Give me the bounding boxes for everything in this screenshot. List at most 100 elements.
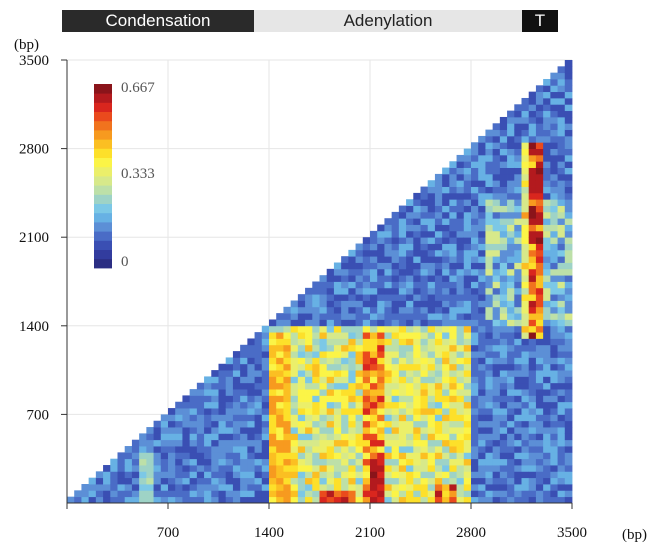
colorbar-segment bbox=[94, 93, 112, 103]
heatmap-cell bbox=[168, 484, 176, 491]
heatmap-cell bbox=[528, 237, 537, 244]
heatmap-cell bbox=[514, 414, 522, 422]
heatmap-cell bbox=[557, 161, 566, 168]
heatmap-cell bbox=[370, 338, 378, 346]
heatmap-cell bbox=[384, 262, 393, 270]
heatmap-cell bbox=[276, 465, 284, 472]
heatmap-cell bbox=[550, 363, 558, 371]
heatmap-cell bbox=[550, 496, 558, 504]
heatmap-cell bbox=[117, 490, 126, 498]
heatmap-cell bbox=[146, 484, 154, 491]
heatmap-cell bbox=[283, 344, 292, 352]
heatmap-cell bbox=[528, 224, 537, 232]
heatmap-cell bbox=[485, 306, 494, 314]
heatmap-cell bbox=[182, 452, 191, 460]
heatmap-cell bbox=[355, 477, 364, 485]
heatmap-cell bbox=[557, 148, 566, 156]
heatmap-cell bbox=[261, 484, 270, 491]
heatmap-cell bbox=[319, 325, 328, 333]
heatmap-cell bbox=[492, 363, 501, 371]
heatmap-cell bbox=[427, 370, 436, 377]
heatmap-cell bbox=[391, 262, 400, 270]
heatmap-cell bbox=[413, 427, 421, 434]
heatmap-cell bbox=[175, 496, 183, 504]
heatmap-cell bbox=[398, 338, 407, 346]
heatmap-cell bbox=[413, 275, 421, 282]
heatmap-cell bbox=[514, 243, 522, 251]
heatmap-cell bbox=[514, 471, 522, 479]
heatmap-cell bbox=[528, 205, 537, 213]
heatmap-cell bbox=[362, 256, 371, 263]
heatmap-cell bbox=[420, 237, 429, 244]
heatmap-cell bbox=[499, 389, 508, 396]
heatmap-cell bbox=[507, 148, 515, 156]
heatmap-cell bbox=[326, 433, 335, 441]
heatmap-cell bbox=[478, 458, 486, 466]
heatmap-cell bbox=[499, 180, 508, 187]
heatmap-cell bbox=[507, 420, 515, 428]
heatmap-cell bbox=[211, 389, 219, 396]
heatmap-cell bbox=[499, 287, 508, 295]
heatmap-cell bbox=[449, 313, 457, 320]
heatmap-cell bbox=[384, 287, 393, 295]
heatmap-cell bbox=[485, 129, 494, 137]
heatmap-cell bbox=[297, 414, 306, 422]
heatmap-cell bbox=[319, 357, 328, 365]
heatmap-cell bbox=[377, 389, 385, 396]
heatmap-cell bbox=[95, 477, 104, 485]
heatmap-cell bbox=[312, 294, 320, 301]
heatmap-cell bbox=[333, 427, 342, 434]
heatmap-cell bbox=[413, 249, 421, 257]
heatmap-cell bbox=[204, 452, 212, 460]
heatmap-cell bbox=[196, 452, 205, 460]
heatmap-cell bbox=[535, 104, 544, 112]
heatmap-cell bbox=[434, 313, 443, 320]
heatmap-cell bbox=[535, 135, 544, 143]
heatmap-cell bbox=[168, 408, 176, 415]
heatmap-cell bbox=[319, 344, 328, 352]
heatmap-cell bbox=[290, 414, 299, 422]
heatmap-cell bbox=[550, 72, 558, 80]
heatmap-cell bbox=[348, 306, 356, 314]
heatmap-cell bbox=[131, 477, 140, 485]
heatmap-cell bbox=[427, 351, 436, 358]
heatmap-cell bbox=[492, 338, 501, 346]
heatmap-cell bbox=[297, 313, 306, 320]
heatmap-cell bbox=[434, 357, 443, 365]
heatmap-cell bbox=[348, 452, 356, 460]
heatmap-cell bbox=[507, 224, 515, 232]
heatmap-cell bbox=[391, 256, 400, 263]
heatmap-cell bbox=[175, 490, 183, 498]
heatmap-cell bbox=[326, 313, 335, 320]
heatmap-cell bbox=[514, 192, 522, 200]
heatmap-cell bbox=[391, 224, 400, 232]
heatmap-cell bbox=[449, 401, 457, 409]
heatmap-cell bbox=[528, 471, 537, 479]
heatmap-cell bbox=[420, 224, 429, 232]
heatmap-cell bbox=[521, 230, 530, 238]
heatmap-cell bbox=[557, 281, 566, 289]
heatmap-cell bbox=[398, 370, 407, 377]
heatmap-cell bbox=[550, 389, 558, 396]
heatmap-cell bbox=[463, 439, 472, 447]
heatmap-cell bbox=[535, 199, 544, 206]
heatmap-cell bbox=[261, 458, 270, 466]
heatmap-cell bbox=[326, 408, 335, 415]
heatmap-cell bbox=[254, 338, 263, 346]
heatmap-cell bbox=[160, 427, 169, 434]
heatmap-cell bbox=[543, 205, 551, 213]
heatmap-cell bbox=[550, 376, 558, 384]
heatmap-cell bbox=[398, 313, 407, 320]
heatmap-cell bbox=[196, 465, 205, 472]
heatmap-cell bbox=[492, 186, 501, 194]
heatmap-cell bbox=[456, 389, 465, 396]
heatmap-cell bbox=[370, 300, 378, 308]
heatmap-cell bbox=[456, 275, 465, 282]
heatmap-cell bbox=[442, 281, 450, 289]
heatmap-cell bbox=[370, 452, 378, 460]
heatmap-cell bbox=[341, 452, 349, 460]
heatmap-cell bbox=[182, 408, 191, 415]
colorbar-segment bbox=[94, 157, 112, 168]
heatmap-cell bbox=[377, 458, 385, 466]
heatmap-cell bbox=[283, 452, 292, 460]
